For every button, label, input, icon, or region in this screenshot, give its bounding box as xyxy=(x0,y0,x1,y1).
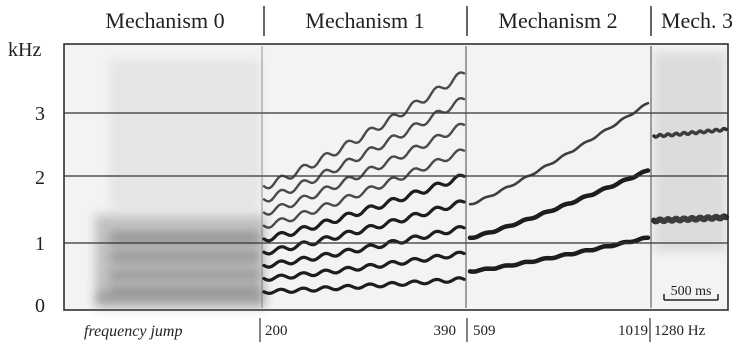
mechanism-1-label: Mechanism 1 xyxy=(305,8,424,33)
footer-marker-390: 390 xyxy=(434,323,457,339)
mechanism-0-noise xyxy=(95,60,265,308)
scale-bar: 500 ms xyxy=(663,284,719,301)
mechanism-2-label: Mechanism 2 xyxy=(498,8,617,33)
mech1-harmonic-7 xyxy=(262,122,466,216)
scale-bar-label: 500 ms xyxy=(671,284,712,299)
mech1-harmonic-5 xyxy=(262,173,466,243)
mech1-harmonic-3 xyxy=(262,224,466,269)
mech1-harmonic-1 xyxy=(262,276,466,296)
mech2-harmonic-1 xyxy=(467,235,651,274)
footer-marker-1280: 1280 Hz xyxy=(654,323,706,339)
mech2-harmonic-2 xyxy=(467,168,651,241)
mechanism-0-label: Mechanism 0 xyxy=(105,8,224,33)
mech1-harmonic-8 xyxy=(262,96,466,203)
mech1-harmonic-2 xyxy=(262,250,466,282)
footer-marker-509: 509 xyxy=(473,323,496,339)
footer-marker-200: 200 xyxy=(265,323,288,339)
spectrogram-panel: 500 ms xyxy=(63,43,729,311)
y-tick-3: 3 xyxy=(35,103,45,125)
footer-marker-1019: 1019 xyxy=(618,323,648,339)
y-tick-0: 0 xyxy=(35,295,45,317)
y-tick-1: 1 xyxy=(35,233,45,255)
frequency-jump-caption: frequency jump xyxy=(84,323,182,340)
mech2-harmonic-3 xyxy=(468,101,650,206)
y-tick-2: 2 xyxy=(35,167,45,189)
mechanism-3-label: Mech. 3 xyxy=(661,8,733,33)
mech1-harmonic-6 xyxy=(262,148,466,229)
mech1-harmonic-4 xyxy=(262,199,466,256)
y-axis-unit: kHz xyxy=(8,39,41,61)
mechanism-3-noise xyxy=(654,52,726,252)
mech1-harmonic-9 xyxy=(262,71,466,190)
